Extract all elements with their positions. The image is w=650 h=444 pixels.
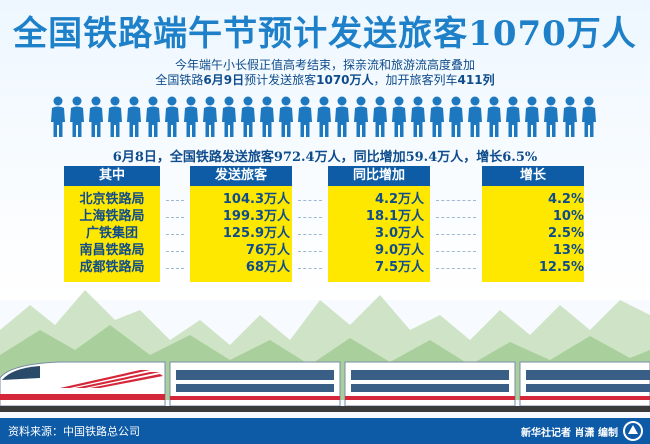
row-passengers: 76万人: [245, 243, 290, 258]
person-icon: [316, 96, 332, 138]
subtitle-line-1: 今年端午小长假正值高考结束，探亲流和旅游流高度叠加: [174, 58, 475, 72]
row-divider-dash: [298, 268, 322, 269]
person-icon: [486, 96, 502, 138]
person-icon: [410, 96, 426, 138]
row-growth: 2.5%: [547, 226, 584, 241]
row-growth: 12.5%: [538, 260, 584, 275]
person-icon: [562, 96, 578, 138]
row-increase: 9.0万人: [374, 243, 424, 258]
row-divider-dash: [436, 200, 476, 201]
row-passengers: 104.3万人: [222, 192, 290, 207]
person-icon: [88, 96, 104, 138]
row-divider-dash: [166, 217, 184, 218]
person-icon: [391, 96, 407, 138]
row-divider-dash: [436, 268, 476, 269]
row-name: 上海铁路局: [79, 209, 145, 224]
person-icon: [145, 96, 161, 138]
row-divider-dash: [436, 217, 476, 218]
row-divider-dash: [166, 268, 184, 269]
footer-bar: [0, 418, 650, 444]
person-icon: [202, 96, 218, 138]
subtitle-line-2: 全国铁路6月9日预计发送旅客1070万人，加开旅客列车411列: [0, 71, 650, 88]
row-increase: 3.0万人: [374, 226, 424, 241]
row-growth: 13%: [552, 243, 584, 258]
row-passengers: 125.9万人: [222, 226, 290, 241]
row-growth: 10%: [552, 209, 584, 224]
column-passengers: [190, 186, 292, 282]
person-icon: [334, 96, 350, 138]
row-name: 南昌铁路局: [79, 243, 145, 258]
person-icon: [581, 96, 597, 138]
person-icon: [505, 96, 521, 138]
subtitle-text: 全国铁路: [155, 73, 204, 87]
person-icon: [278, 96, 294, 138]
row-divider-dash: [298, 217, 322, 218]
person-icon: [259, 96, 275, 138]
person-icon: [164, 96, 180, 138]
person-icon: [126, 96, 142, 138]
row-name: 北京铁路局: [79, 192, 145, 207]
person-icon: [429, 96, 445, 138]
row-divider-dash: [166, 251, 184, 252]
person-icon: [240, 96, 256, 138]
person-icon: [543, 96, 559, 138]
people-icon-row: [50, 96, 600, 140]
subtitle-passengers: 1070万人: [316, 73, 374, 87]
column-growth: [482, 186, 584, 282]
page-title: 全国铁路端午节预计发送旅客1070万人: [13, 14, 637, 54]
column-name: [64, 186, 160, 282]
person-icon: [69, 96, 85, 138]
summary-line: 6月8日，全国铁路发送旅客972.4万人，同比增加59.4万人，增长6.5%: [112, 150, 538, 165]
subtitle-text: ，加开旅客列车: [373, 73, 458, 87]
source-text: 资料来源：中国铁路总公司: [8, 425, 140, 438]
row-name: 广铁集团: [85, 226, 138, 241]
subtitle-text: 预计发送旅客: [244, 73, 317, 87]
row-divider-dash: [298, 251, 322, 252]
row-divider-dash: [436, 251, 476, 252]
person-icon: [221, 96, 237, 138]
row-divider-dash: [436, 234, 476, 235]
header-name: 其中: [64, 166, 160, 186]
row-divider-dash: [166, 234, 184, 235]
person-icon: [372, 96, 388, 138]
person-icon: [183, 96, 199, 138]
person-icon: [107, 96, 123, 138]
row-passengers: 199.3万人: [222, 209, 290, 224]
person-icon: [353, 96, 369, 138]
row-passengers: 68万人: [245, 260, 290, 275]
header-passengers: 发送旅客: [190, 166, 292, 186]
xinhua-logo: [623, 421, 643, 441]
person-icon: [467, 96, 483, 138]
row-divider-dash: [298, 200, 322, 201]
header-growth: 增长: [482, 166, 584, 186]
column-increase: [328, 186, 430, 282]
row-increase: 7.5万人: [374, 260, 424, 275]
row-name: 成都铁路局: [79, 260, 145, 275]
subtitle-trains: 411列: [457, 73, 495, 87]
row-divider-dash: [298, 234, 322, 235]
row-increase: 4.2万人: [374, 192, 424, 207]
header-increase: 同比增加: [328, 166, 430, 186]
train-illustration: [0, 361, 650, 412]
row-divider-dash: [166, 200, 184, 201]
credit-text: 新华社记者 肖潇 编制: [521, 428, 618, 439]
person-icon: [448, 96, 464, 138]
person-icon: [297, 96, 313, 138]
row-increase: 18.1万人: [365, 209, 424, 224]
person-icon: [524, 96, 540, 138]
subtitle-date: 6月9日: [203, 73, 245, 87]
row-growth: 4.2%: [547, 192, 584, 207]
person-icon: [50, 96, 66, 138]
